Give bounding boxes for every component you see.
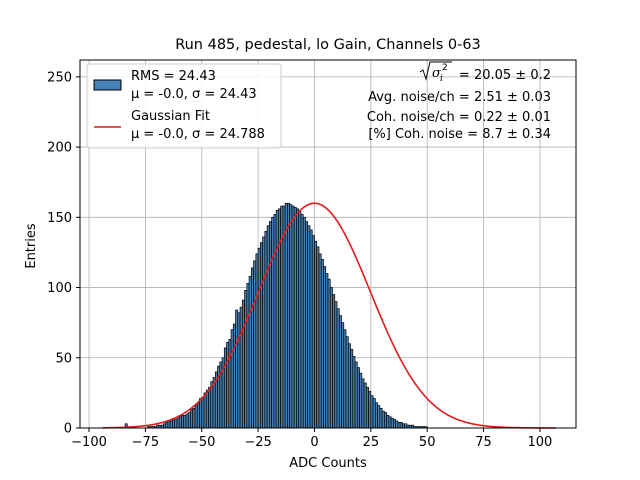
total-noise-value: = 20.05 ± 0.2 [459, 68, 551, 83]
x-tick-label: −50 [188, 435, 215, 450]
x-tick-label: −25 [244, 435, 271, 450]
avg-noise-text: Avg. noise/ch = 2.51 ± 0.03 [368, 90, 551, 105]
legend-entry-rms-line1: RMS = 24.43 [131, 69, 216, 84]
x-tick-label: 0 [310, 435, 318, 450]
legend-entry-fit-line1: Gaussian Fit [131, 109, 210, 124]
y-axis-ticks: 0 50 100 150 200 250 [47, 70, 80, 437]
plot-frame [79, 59, 577, 429]
svg-text:2: 2 [442, 63, 448, 73]
histogram-bars [124, 202, 428, 429]
x-tick-label: −75 [132, 435, 159, 450]
x-tick-label: 50 [419, 435, 436, 450]
svg-text:i: i [440, 74, 443, 84]
legend-box [86, 63, 282, 149]
x-tick-label: 25 [363, 435, 380, 450]
sqrt-sigma-symbol: σ i 2 [419, 61, 452, 84]
x-axis-ticks: −100 −75 −50 −25 0 25 50 75 100 [71, 428, 552, 450]
y-tick-label: 200 [47, 141, 72, 156]
x-axis-label: ADC Counts [289, 456, 367, 471]
chart-title: Run 485, pedestal, lo Gain, Channels 0-6… [175, 37, 481, 53]
legend-entry-rms-line2: μ = -0.0, σ = 24.43 [131, 87, 257, 102]
y-axis-label: Entries [24, 223, 39, 269]
svg-text:σ: σ [432, 66, 442, 81]
legend-patch-rms [93, 79, 122, 91]
x-tick-label: 100 [528, 435, 553, 450]
y-tick-label: 150 [47, 211, 72, 226]
x-tick-label: 75 [475, 435, 492, 450]
coh-noise-text: Coh. noise/ch = 0.22 ± 0.01 [367, 110, 551, 125]
coh-noise-pct-text: [%] Coh. noise = 8.7 ± 0.34 [368, 127, 551, 142]
legend-entry-fit-line2: μ = -0.0, σ = 24.788 [131, 127, 265, 142]
x-tick-label: −100 [71, 435, 107, 450]
legend: RMS = 24.43 μ = -0.0, σ = 24.43 Gaussian… [86, 63, 282, 149]
y-tick-label: 0 [64, 422, 72, 437]
noise-annotations: σ i 2 = 20.05 ± 0.2 Avg. noise/ch = 2.51… [367, 61, 551, 142]
y-tick-label: 250 [47, 70, 72, 85]
y-tick-label: 50 [55, 351, 72, 366]
gaussian-fit-line [102, 202, 556, 429]
y-tick-label: 100 [47, 281, 72, 296]
